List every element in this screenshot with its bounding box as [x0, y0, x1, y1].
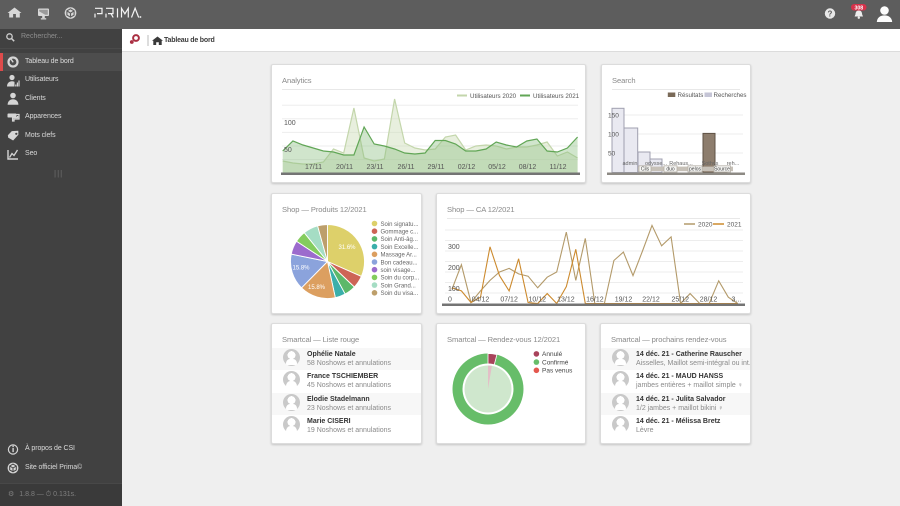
svg-text:10/12: 10/12: [529, 297, 547, 304]
svg-text:Recherches: Recherches: [714, 92, 747, 99]
svg-text:pelos: pelos: [689, 167, 701, 173]
svg-text:soin visage...: soin visage...: [381, 268, 416, 274]
svg-text:200: 200: [448, 265, 460, 272]
svg-text:odysse...: odysse...: [645, 161, 667, 167]
svg-text:Soin Grand...: Soin Grand...: [381, 283, 417, 289]
svg-text:28/12: 28/12: [700, 297, 718, 304]
svg-text:19/12: 19/12: [615, 297, 633, 304]
svg-text:2021: 2021: [727, 222, 742, 229]
svg-text:308: 308: [854, 5, 863, 11]
svg-text:22/12: 22/12: [642, 297, 660, 304]
svg-text:Annulé: Annulé: [542, 351, 563, 358]
svg-text:Confirmé: Confirmé: [542, 359, 569, 366]
svg-text:2020: 2020: [698, 222, 713, 229]
svg-text:04/12: 04/12: [472, 297, 490, 304]
svg-text:Massage Ar...: Massage Ar...: [381, 253, 418, 259]
svg-text:20/11: 20/11: [336, 164, 353, 171]
svg-text:31.6%: 31.6%: [338, 245, 356, 251]
svg-text:29/11: 29/11: [428, 164, 445, 171]
svg-text:?: ?: [828, 9, 833, 18]
svg-text:23/11: 23/11: [367, 164, 384, 171]
svg-text:50: 50: [284, 147, 292, 154]
svg-text:16/12: 16/12: [586, 297, 604, 304]
svg-text:admin: admin: [623, 161, 638, 167]
svg-text:150: 150: [608, 113, 619, 120]
svg-text:13/12: 13/12: [557, 297, 575, 304]
svg-text:duo: duo: [666, 167, 675, 173]
svg-text:11/12: 11/12: [550, 164, 567, 171]
svg-text:15.8%: 15.8%: [292, 266, 310, 272]
svg-text:08/12: 08/12: [519, 164, 537, 171]
svg-text:100: 100: [448, 286, 460, 293]
svg-text:Cils: Cils: [641, 167, 650, 173]
svg-text:300: 300: [448, 244, 460, 251]
svg-text:17/11: 17/11: [305, 164, 322, 171]
svg-text:0: 0: [448, 297, 452, 304]
svg-text:Utilisateurs 2020: Utilisateurs 2020: [470, 93, 517, 100]
svg-text:Source: Source: [714, 167, 730, 173]
svg-text:Soin Excelle...: Soin Excelle...: [381, 245, 419, 251]
svg-text:Résultats: Résultats: [678, 92, 704, 99]
svg-text:Soin signatu...: Soin signatu...: [381, 222, 419, 228]
svg-text:26/11: 26/11: [398, 164, 415, 171]
svg-text:reh...: reh...: [727, 161, 740, 167]
svg-text:Pas venus: Pas venus: [542, 368, 573, 375]
svg-text:Soin du corp...: Soin du corp...: [381, 276, 420, 282]
svg-text:Bon cadeau...: Bon cadeau...: [381, 260, 418, 266]
svg-text:Soin Anti-âg...: Soin Anti-âg...: [381, 237, 419, 243]
svg-text:Soin du visa...: Soin du visa...: [381, 291, 419, 297]
svg-text:25/12: 25/12: [672, 297, 690, 304]
svg-text:Gommage c...: Gommage c...: [381, 230, 419, 236]
svg-text:05/12: 05/12: [488, 164, 506, 171]
svg-text:100: 100: [284, 120, 296, 127]
svg-text:07/12: 07/12: [500, 297, 518, 304]
svg-text:3...: 3...: [732, 297, 742, 304]
svg-text:100: 100: [608, 132, 619, 139]
svg-text:02/12: 02/12: [458, 164, 476, 171]
svg-text:Utilisateurs 2021: Utilisateurs 2021: [533, 93, 580, 100]
svg-text:Rehaus...: Rehaus...: [669, 161, 693, 167]
svg-text:50: 50: [608, 151, 616, 158]
svg-text:15.8%: 15.8%: [308, 285, 326, 291]
svg-text:Sothys: Sothys: [702, 161, 719, 167]
